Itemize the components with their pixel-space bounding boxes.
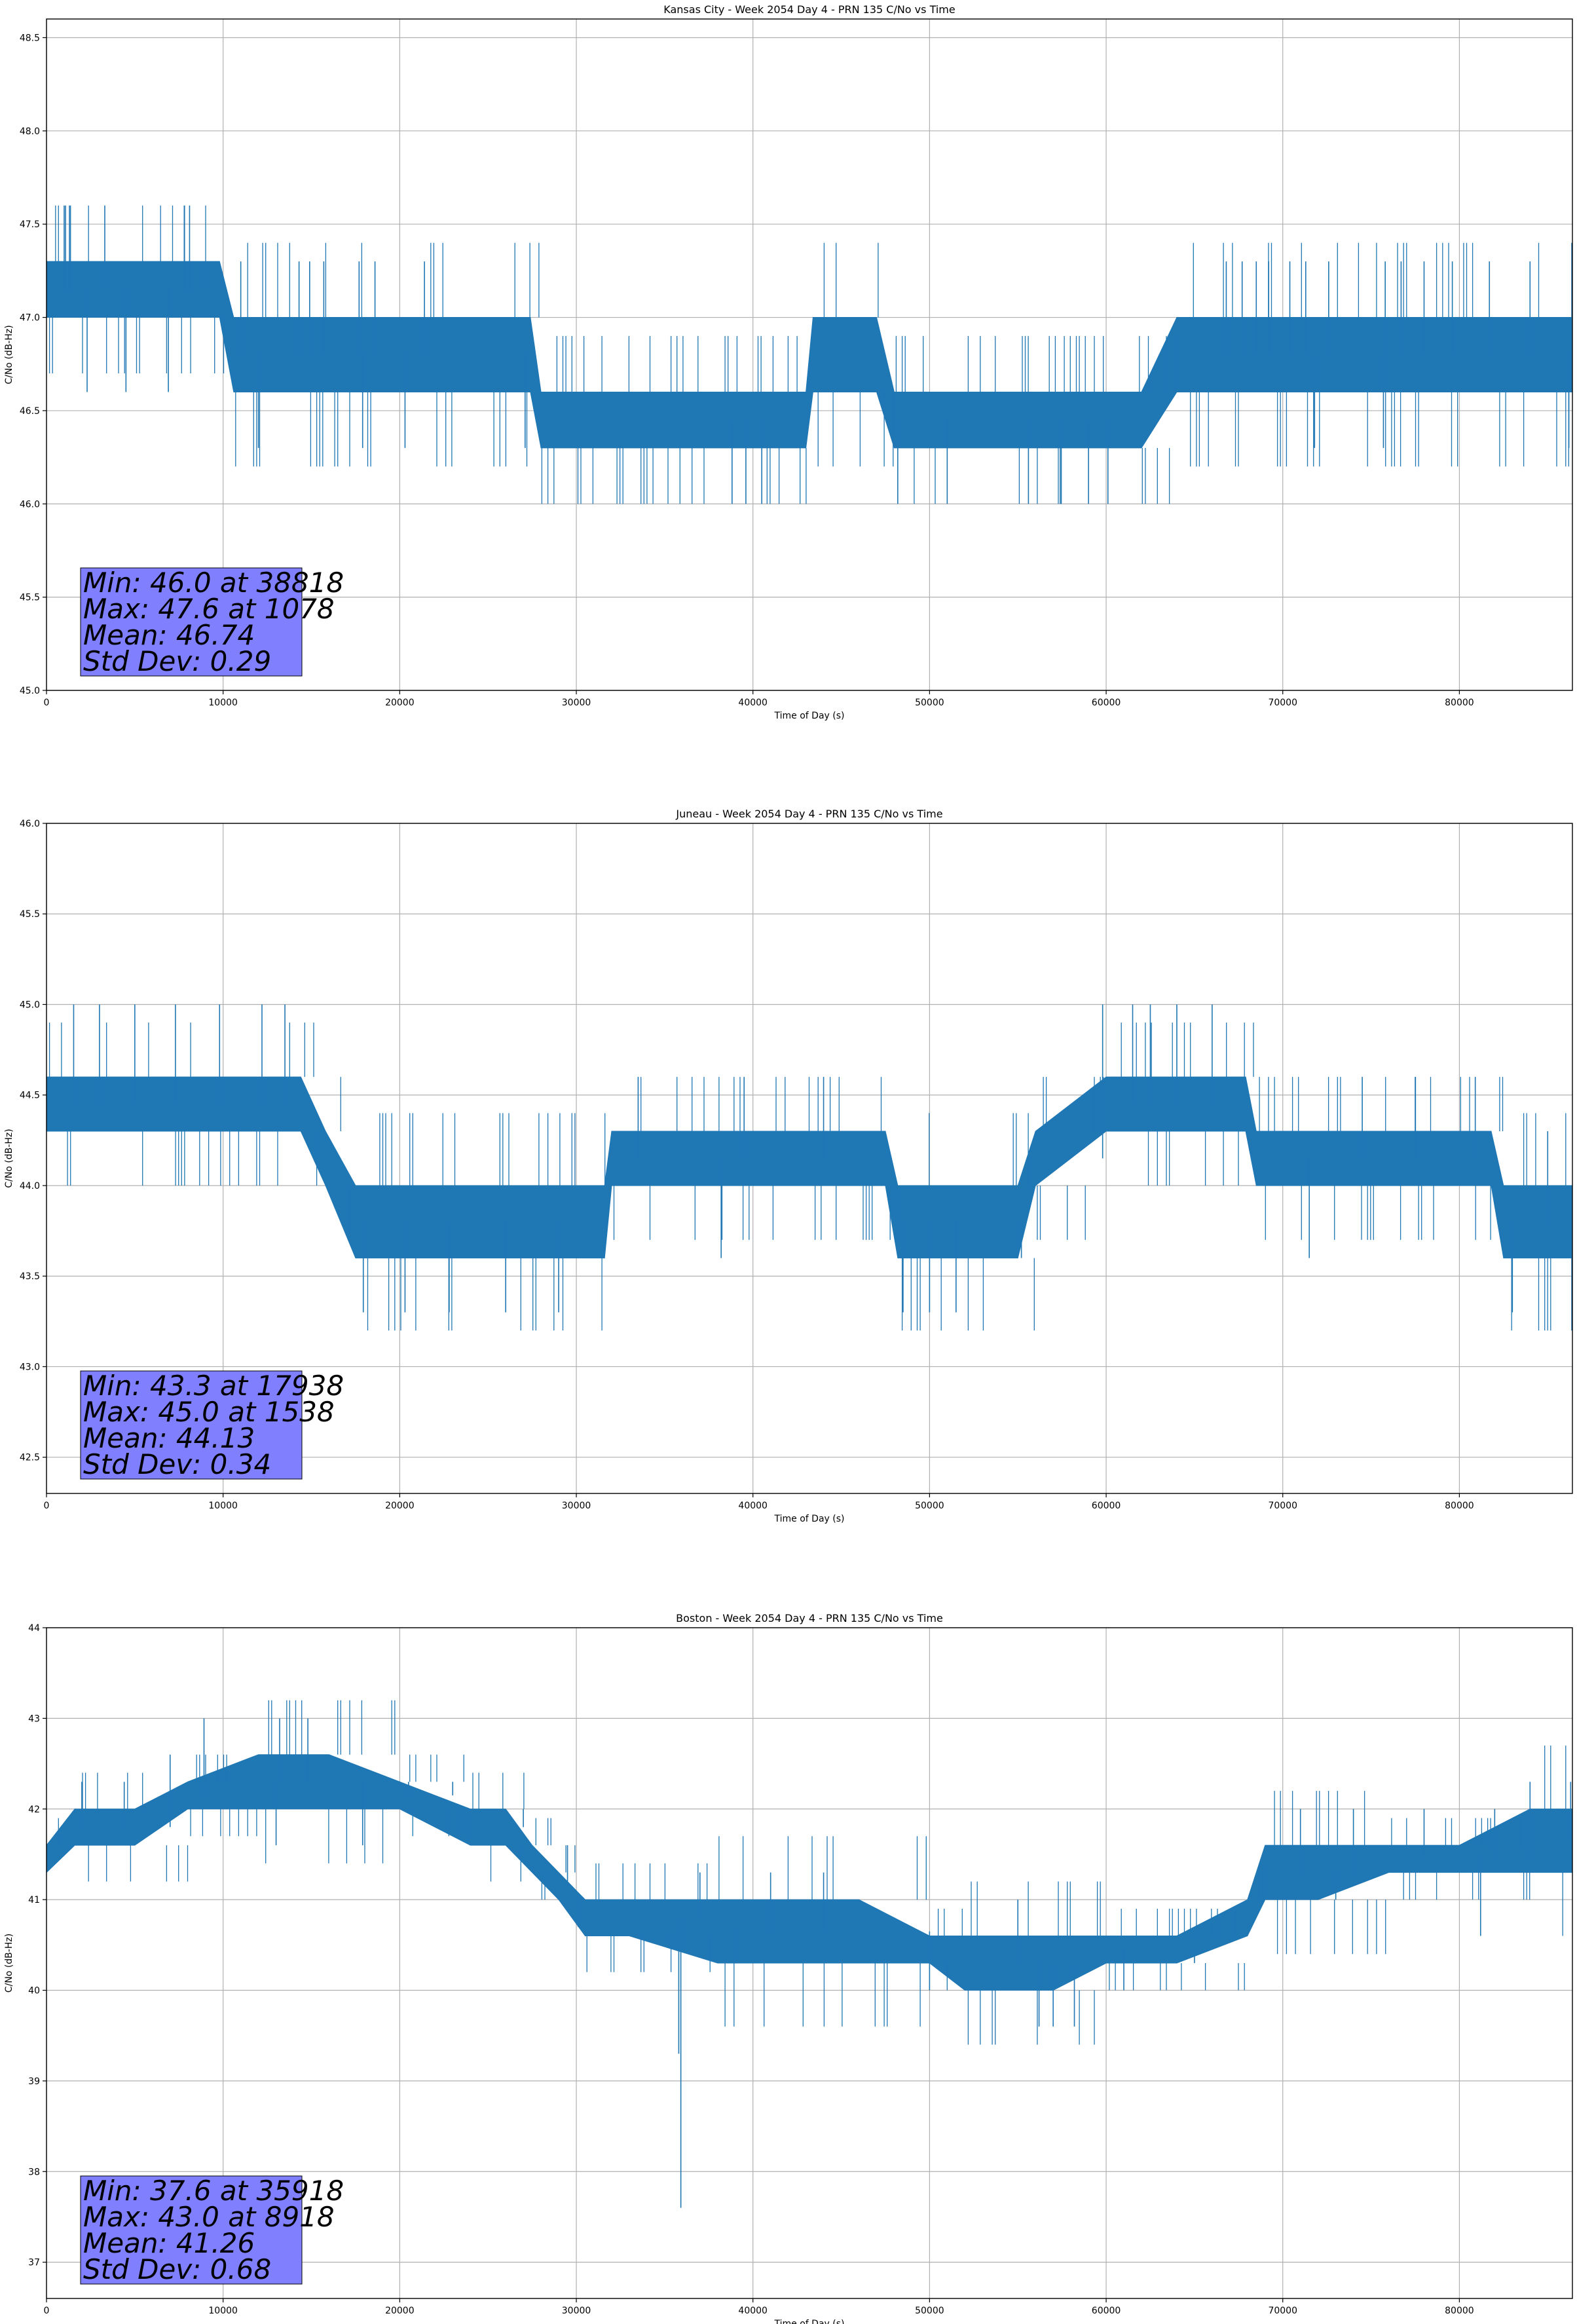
axes-frame — [46, 1627, 1573, 2299]
x-tick-label: 80000 — [1445, 698, 1474, 708]
x-tick-label: 50000 — [915, 2306, 944, 2316]
x-tick-label: 0 — [44, 698, 50, 708]
x-tick-label: 0 — [44, 2306, 50, 2316]
x-tick-label: 60000 — [1092, 2306, 1121, 2316]
x-tick-label: 10000 — [208, 1501, 238, 1511]
x-tick-label: 40000 — [738, 2306, 768, 2316]
y-tick-label: 45.5 — [20, 593, 40, 603]
y-tick-label: 43.5 — [20, 1271, 40, 1282]
stats-line-1: Min: 43.3 at 17938 — [83, 1370, 344, 1402]
axes-frame — [46, 823, 1573, 1494]
ticks: 0 10000 20000 30000 40000 50000 60000 70000 8000… — [28, 1623, 1474, 2316]
y-tick-label: 44.5 — [20, 1091, 40, 1101]
y-tick-label: 45.5 — [20, 909, 40, 920]
chart-panel-3: 0 10000 20000 30000 40000 50000 60000 70000 8000… — [4, 1612, 1573, 2324]
y-tick-label: 47.5 — [20, 219, 40, 230]
x-tick-label: 30000 — [562, 1501, 591, 1511]
chart-title: Kansas City - Week 2054 Day 4 - PRN 135 … — [663, 3, 955, 16]
y-tick-label: 37 — [28, 2258, 40, 2268]
x-tick-label: 70000 — [1268, 1501, 1297, 1511]
chart-panel-1: 0 10000 20000 30000 40000 50000 60000 70000 8000… — [4, 3, 1573, 721]
y-tick-label: 45.0 — [20, 1000, 40, 1010]
stats-line-1: Min: 37.6 at 35918 — [83, 2175, 344, 2207]
stats-line-3: Mean: 44.13 — [83, 1422, 255, 1454]
stats-line-2: Max: 45.0 at 1538 — [83, 1396, 335, 1428]
stats-line-4: Std Dev: 0.29 — [83, 645, 271, 677]
stats-line-2: Max: 47.6 at 1078 — [83, 593, 335, 625]
x-tick-label: 70000 — [1268, 2306, 1297, 2316]
y-tick-label: 47.0 — [20, 313, 40, 324]
y-tick-label: 40 — [28, 1986, 40, 1996]
x-tick-label: 50000 — [915, 698, 944, 708]
stats-line-4: Std Dev: 0.34 — [83, 1448, 271, 1480]
chart-panel-2: 0 10000 20000 30000 40000 50000 60000 70000 8000… — [4, 808, 1573, 1524]
series-noise-1 — [58, 1700, 1567, 2045]
y-tick-label: 43 — [28, 1714, 40, 1724]
y-axis-label: C/No (dB-Hz) — [4, 1934, 14, 1993]
axes-frame — [46, 18, 1573, 691]
y-tick-label: 41 — [28, 1895, 40, 1905]
series-band-1 — [46, 261, 1572, 449]
y-tick-label: 48.5 — [20, 33, 40, 43]
series-group — [46, 1700, 1572, 2208]
chart-title: Boston - Week 2054 Day 4 - PRN 135 C/No … — [676, 1612, 943, 1624]
stats-line-1: Min: 46.0 at 38818 — [83, 567, 344, 599]
stats-box — [80, 1370, 303, 1480]
stats-line-4: Std Dev: 0.68 — [83, 2253, 271, 2285]
x-axis-label: Time of Day (s) — [774, 711, 845, 721]
x-tick-label: 30000 — [562, 698, 591, 708]
x-tick-label: 10000 — [208, 698, 238, 708]
series-group — [46, 205, 1572, 504]
y-tick-label: 48.0 — [20, 126, 40, 137]
series-group — [46, 1004, 1572, 1331]
x-tick-label: 40000 — [738, 1501, 768, 1511]
series-noise-1 — [48, 1022, 1572, 1331]
stats-line-3: Mean: 46.74 — [83, 619, 255, 651]
y-tick-label: 45.0 — [20, 686, 40, 696]
x-tick-label: 20000 — [385, 698, 415, 708]
stats-line-2: Max: 43.0 at 8918 — [83, 2201, 335, 2233]
x-tick-label: 80000 — [1445, 1501, 1474, 1511]
series-band-1 — [46, 1754, 1572, 1991]
x-tick-label: 80000 — [1445, 2306, 1474, 2316]
x-tick-label: 40000 — [738, 698, 768, 708]
y-tick-label: 46.0 — [20, 819, 40, 829]
x-tick-label: 60000 — [1092, 1501, 1121, 1511]
y-tick-label: 42.5 — [20, 1453, 40, 1463]
y-tick-label: 44 — [28, 1623, 40, 1634]
y-axis-label: C/No (dB-Hz) — [4, 325, 14, 384]
stats-box — [80, 2175, 303, 2285]
x-tick-label: 0 — [44, 1501, 50, 1511]
chart-panels: 0 10000 20000 30000 40000 50000 60000 70000 8000… — [4, 3, 1573, 2324]
y-axis-label: C/No (dB-Hz) — [4, 1129, 14, 1188]
ticks: 0 10000 20000 30000 40000 50000 60000 70000 8000… — [20, 819, 1474, 1511]
stats-line-3: Mean: 41.26 — [83, 2227, 255, 2259]
x-tick-label: 30000 — [562, 2306, 591, 2316]
y-tick-label: 42 — [28, 1805, 40, 1815]
x-tick-label: 70000 — [1268, 698, 1297, 708]
x-axis-label: Time of Day (s) — [774, 1514, 845, 1524]
series-noise-1 — [48, 205, 1572, 504]
x-tick-label: 20000 — [385, 1501, 415, 1511]
y-tick-label: 46.0 — [20, 499, 40, 510]
x-tick-label: 10000 — [208, 2306, 238, 2316]
y-tick-label: 44.0 — [20, 1181, 40, 1191]
y-tick-label: 46.5 — [20, 406, 40, 417]
x-tick-label: 50000 — [915, 1501, 944, 1511]
x-axis-label: Time of Day (s) — [774, 2319, 845, 2324]
x-tick-label: 60000 — [1092, 698, 1121, 708]
y-tick-label: 38 — [28, 2167, 40, 2177]
y-tick-label: 43.0 — [20, 1362, 40, 1372]
y-tick-label: 39 — [28, 2076, 40, 2087]
stats-box — [80, 567, 303, 677]
chart-title: Juneau - Week 2054 Day 4 - PRN 135 C/No … — [675, 808, 942, 820]
ticks: 0 10000 20000 30000 40000 50000 60000 70000 8000… — [20, 33, 1474, 708]
x-tick-label: 20000 — [385, 2306, 415, 2316]
